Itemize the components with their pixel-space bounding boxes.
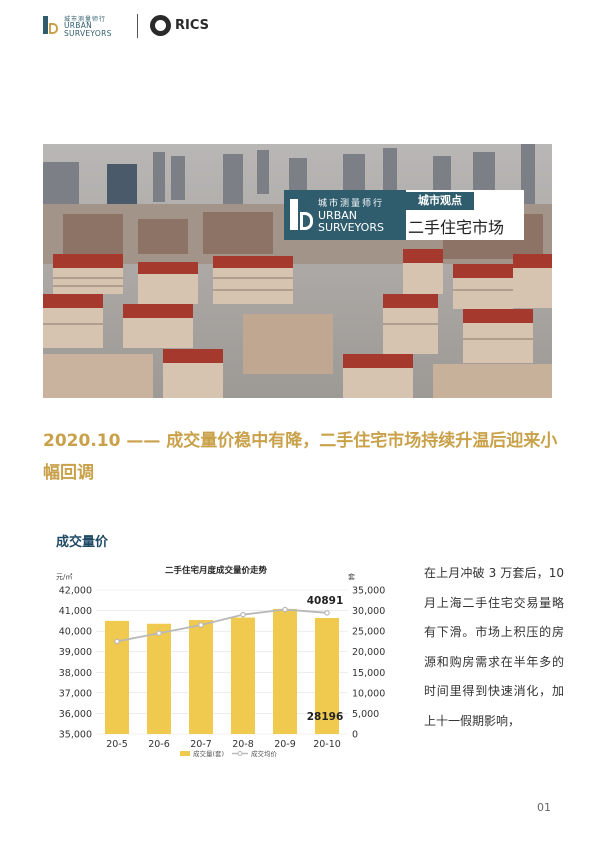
left-tick-label: 39,000 — [59, 647, 92, 658]
left-unit-label: 元/㎡ — [56, 573, 72, 581]
overlay-logo-en-2: SURVEYORS — [318, 221, 384, 234]
banner-tag: 城市观点 — [406, 192, 474, 210]
body-paragraph: 在上月冲破 3 万套后，10 月上海二手住宅交易量略有下滑。市场上积压的房源和购… — [424, 566, 564, 728]
volume-data-label: 28196 — [307, 711, 344, 723]
right-unit-label: 套 — [348, 572, 355, 581]
page-number: 01 — [537, 801, 551, 814]
banner-photo: 城市测量师行 URBAN SURVEYORS 城市观点 二手住宅市场 — [43, 144, 552, 398]
left-tick-label: 35,000 — [59, 730, 92, 741]
right-tick-label: 25,000 — [352, 627, 385, 638]
volume-bar — [189, 620, 213, 734]
cityscape-illustration — [43, 144, 552, 398]
x-tick-label: 20-5 — [106, 739, 128, 750]
left-tick-label: 36,000 — [59, 709, 92, 720]
right-tick-label: 0 — [352, 730, 358, 741]
legend-price-label: 成交均价 — [251, 749, 278, 758]
overlay-logo-en-1: URBAN — [318, 209, 357, 222]
x-tick-label: 20-8 — [232, 739, 254, 750]
overlay-logo-en: URBAN SURVEYORS — [318, 210, 384, 234]
rics-text: RICS — [175, 18, 209, 33]
page-headline: 2020.10 —— 成交量价稳中有降，二手住宅市场持续升温后迎来小幅回调 — [43, 431, 558, 483]
price-line — [116, 608, 328, 643]
price-point — [114, 638, 120, 645]
legend-volume-swatch — [180, 751, 190, 756]
right-tick-label: 30,000 — [352, 606, 385, 617]
overlay-title-panel: 城市观点 二手住宅市场 — [406, 190, 524, 240]
volume-bar — [273, 608, 297, 734]
rics-emblem-icon — [150, 15, 171, 36]
logo-en-line-2: SURVEYORS — [64, 29, 112, 38]
urban-surveyors-mark-icon — [42, 14, 60, 36]
header-divider — [137, 14, 138, 38]
volume-bar — [315, 617, 339, 734]
legend-price-marker — [237, 751, 243, 756]
right-tick-label: 15,000 — [352, 668, 385, 679]
banner-subtitle: 二手住宅市场 — [408, 218, 505, 237]
rics-logo: RICS — [150, 15, 220, 37]
overlay-logo-cn: 城市测量师行 — [318, 199, 385, 209]
price-volume-chart: 二手住宅月度成交量价走势 元/㎡ 套 42,000 41,000 40,000 39,… — [52, 558, 392, 768]
banner-overlay: 城市测量师行 URBAN SURVEYORS 城市观点 二手住宅市场 — [284, 190, 524, 240]
price-data-label: 40891 — [307, 595, 344, 607]
volume-bar — [105, 620, 129, 734]
left-tick-label: 38,000 — [59, 668, 92, 679]
logo-cn-text: 城市测量师行 — [64, 16, 107, 23]
price-point — [240, 611, 246, 618]
legend-volume-label: 成交量(套) — [193, 749, 224, 758]
x-tick-label: 20-6 — [148, 739, 170, 750]
volume-bar — [147, 623, 171, 734]
x-tick-label: 20-7 — [190, 739, 212, 750]
left-tick-label: 40,000 — [59, 627, 92, 638]
price-point — [198, 622, 204, 628]
price-point — [282, 606, 288, 613]
left-tick-label: 42,000 — [59, 586, 92, 597]
section-title: 成交量价 — [56, 535, 109, 550]
logo-en-line-1: URBAN — [64, 21, 93, 30]
right-tick-label: 35,000 — [352, 586, 385, 597]
left-tick-label: 41,000 — [59, 606, 92, 617]
right-tick-label: 5,000 — [352, 709, 379, 720]
urban-surveyors-logo: 城市测量师行 URBAN SURVEYORS — [42, 14, 137, 38]
price-point — [156, 630, 162, 637]
overlay-logo-mark-icon — [290, 199, 298, 230]
price-point — [324, 610, 330, 616]
overlay-logo-panel: 城市测量师行 URBAN SURVEYORS — [284, 190, 406, 240]
volume-bar — [231, 617, 255, 734]
x-tick-label: 20-9 — [274, 739, 296, 750]
left-tick-label: 37,000 — [59, 688, 92, 699]
logo-en-text: URBAN SURVEYORS — [64, 22, 112, 38]
chart-svg: 二手住宅月度成交量价走势 元/㎡ 套 42,000 41,000 40,000 39,… — [52, 558, 392, 768]
right-tick-label: 20,000 — [352, 647, 385, 658]
x-tick-label: 20-10 — [313, 739, 341, 750]
chart-title: 二手住宅月度成交量价走势 — [165, 565, 268, 576]
right-tick-label: 10,000 — [352, 688, 385, 699]
